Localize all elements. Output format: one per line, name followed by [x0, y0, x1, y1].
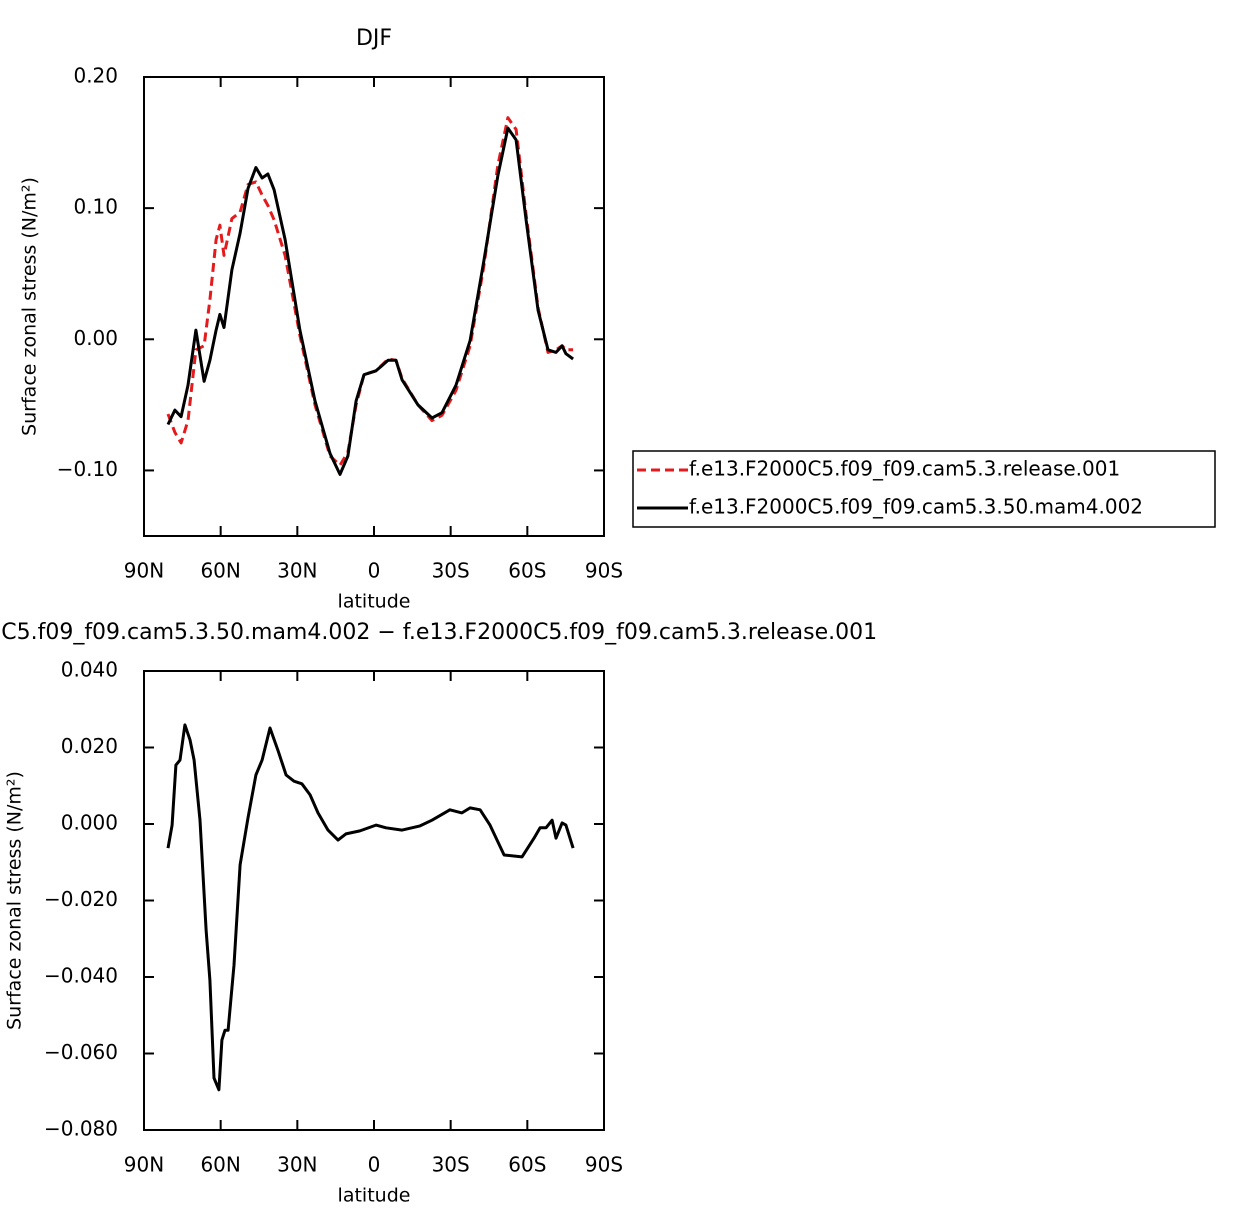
y-tick-label: 0.00 — [73, 326, 118, 350]
y-tick-label: −0.080 — [44, 1117, 118, 1141]
x-tick-label: 60N — [200, 1153, 240, 1177]
y-axis-label: Surface zonal stress (N/m²) — [4, 771, 26, 1030]
y-tick-label: −0.020 — [44, 887, 118, 911]
data-line — [166, 126, 574, 476]
chart-title: DJF — [356, 26, 392, 51]
x-tick-label: 30S — [432, 559, 470, 583]
x-tick-label: 60S — [508, 1153, 546, 1177]
x-tick-label: 30S — [432, 1153, 470, 1177]
x-tick-label: 90N — [124, 1153, 164, 1177]
x-tick-label: 0 — [368, 559, 381, 583]
x-axis-label: latitude — [338, 1185, 411, 1207]
y-tick-label: 0.040 — [61, 658, 118, 682]
y-tick-label: 0.20 — [73, 64, 118, 88]
plot-frame — [143, 76, 605, 537]
legend-label: f.e13.F2000C5.f09_f09.cam5.3.50.mam4.002 — [689, 495, 1143, 519]
x-tick-label: 90N — [124, 559, 164, 583]
y-tick-label: 0.000 — [61, 811, 118, 835]
y-tick-label: 0.020 — [61, 734, 118, 758]
chart-title: f.e13.F2000C5.f09_f09.cam5.3.50.mam4.002… — [0, 620, 877, 645]
y-axis-label: Surface zonal stress (N/m²) — [19, 177, 41, 436]
y-tick-label: −0.10 — [57, 457, 118, 481]
x-tick-label: 0 — [368, 1153, 381, 1177]
x-tick-label: 90S — [585, 559, 623, 583]
x-tick-label: 30N — [277, 1153, 317, 1177]
legend-label: f.e13.F2000C5.f09_f09.cam5.3.release.001 — [689, 457, 1120, 481]
x-axis-label: latitude — [338, 591, 411, 613]
x-tick-label: 60S — [508, 559, 546, 583]
legend-box — [632, 450, 1216, 528]
x-tick-label: 90S — [585, 1153, 623, 1177]
x-tick-label: 60N — [200, 559, 240, 583]
x-tick-label: 30N — [277, 559, 317, 583]
data-line — [166, 723, 575, 1092]
y-tick-label: −0.060 — [44, 1040, 118, 1064]
y-tick-label: −0.040 — [44, 964, 118, 988]
y-tick-label: 0.10 — [73, 195, 118, 219]
